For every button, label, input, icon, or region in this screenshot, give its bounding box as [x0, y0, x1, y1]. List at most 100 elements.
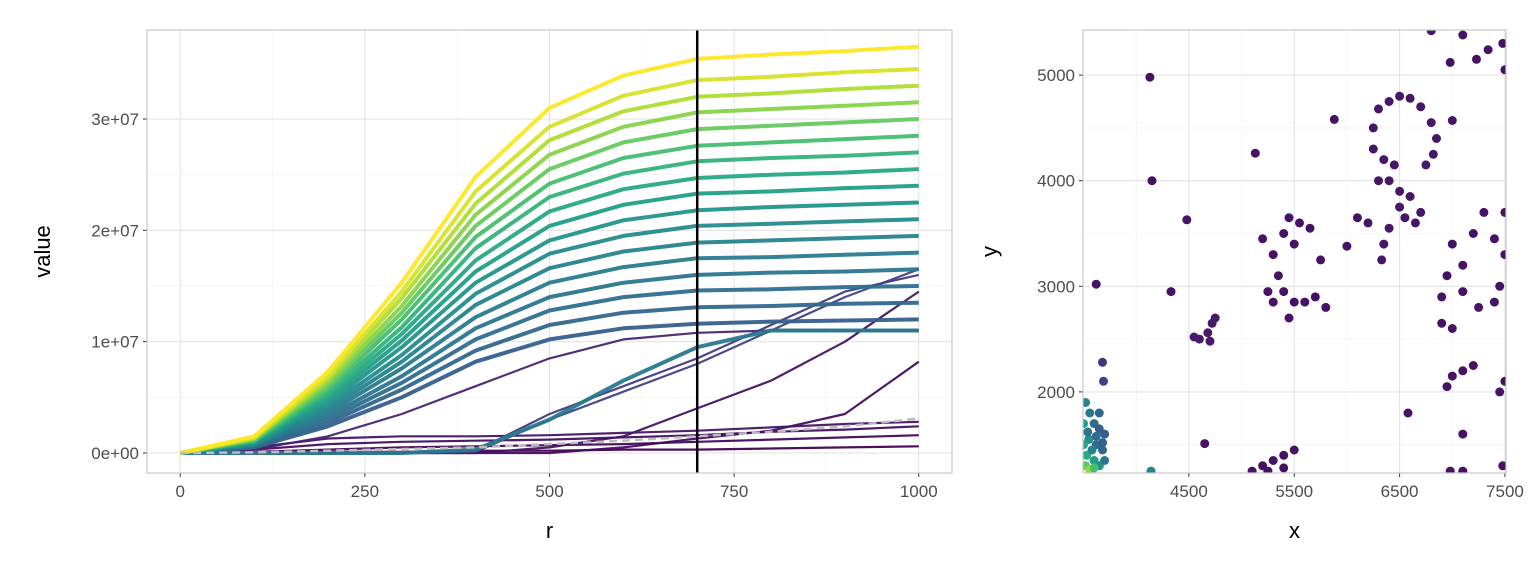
scatter-point-87: [1474, 302, 1484, 312]
scatter-point-59: [1284, 313, 1294, 323]
scatter-point-42: [1379, 239, 1389, 249]
scatter-point-36: [1395, 202, 1405, 212]
scatter-point-52: [1263, 287, 1273, 297]
scatter-point-0: [1145, 72, 1155, 82]
x-tick-label: 0: [175, 482, 184, 501]
scatter-point-15: [1458, 30, 1468, 40]
series-line-16: [179, 67, 919, 455]
y-tick-label: 3e+07: [91, 110, 139, 129]
scatter-point-11: [1342, 241, 1352, 251]
series-line-13: [179, 117, 919, 455]
scatter-point-103: [1085, 408, 1095, 418]
series-line-5: [179, 250, 919, 455]
scatter-point-56: [1300, 297, 1310, 307]
scatter-point-93: [1468, 361, 1478, 370]
reference-dashed-line: [180, 417, 919, 455]
scatter-point-79: [1437, 292, 1447, 302]
x-tick-label: 4500: [1170, 482, 1208, 501]
x-tick-label: 1000: [900, 482, 938, 501]
scatter-point-1: [1147, 176, 1157, 186]
scatter-point-26: [1432, 134, 1441, 143]
scatter-point-95: [1495, 387, 1505, 397]
scatter-point-100: [1458, 466, 1468, 473]
scatter-point-96: [1500, 376, 1506, 386]
scatter-point-13: [1483, 45, 1493, 55]
y-tick-label: 2000: [1037, 383, 1075, 402]
scatter-point-45: [1352, 213, 1362, 223]
panel-border: [146, 29, 953, 474]
series-line-3: [180, 284, 919, 455]
scatter-point-115: [1089, 463, 1099, 473]
scatter-point-33: [1384, 176, 1394, 186]
scatter-point-14: [1426, 30, 1436, 36]
scatter-point-69: [1247, 466, 1257, 473]
scatter-point-121: [1083, 427, 1093, 437]
scatter-point-2: [1091, 279, 1101, 289]
series-line-6: [179, 233, 919, 455]
panel-border: [1082, 29, 1507, 474]
scatter-point-30: [1368, 144, 1378, 154]
scatter-point-62: [1316, 255, 1326, 265]
x-tick-label: 5500: [1275, 482, 1313, 501]
scatter-point-101: [1498, 461, 1506, 471]
x-tick-label: 750: [720, 482, 748, 501]
scatter-point-32: [1374, 176, 1383, 186]
scatter-point-44: [1363, 218, 1373, 228]
scatter-point-92: [1458, 366, 1468, 376]
scatter-point-76: [1447, 239, 1457, 249]
series-line-7: [179, 217, 919, 455]
scatter-point-67: [1210, 313, 1220, 323]
scatter-point-102: [1083, 398, 1091, 407]
scatter-point-38: [1410, 218, 1420, 228]
scatter-point-40: [1405, 192, 1415, 201]
scatter-point-53: [1268, 297, 1278, 307]
scatter-point-41: [1384, 223, 1394, 233]
scatter-point-49: [1289, 239, 1299, 249]
scatter-point-5: [1250, 148, 1260, 158]
scatter-point-98: [1403, 408, 1413, 418]
scatter-point-60: [1258, 234, 1268, 244]
y-axis-title: y: [977, 246, 1002, 257]
series-line-4: [179, 267, 919, 455]
y-tick-label: 2e+07: [91, 221, 139, 240]
scatter-point-91: [1447, 371, 1457, 381]
y-tick-label: 1e+07: [91, 333, 139, 352]
scatter-point-84: [1495, 281, 1505, 291]
scatter-point-8: [1098, 357, 1107, 367]
scatter-point-97: [1458, 429, 1468, 439]
scatter-point-31: [1379, 155, 1389, 165]
series-line-1: [180, 317, 919, 455]
points-group: [1083, 30, 1506, 473]
scatter-point-54: [1279, 287, 1289, 297]
scatter-point-122: [1091, 431, 1101, 441]
scatter-point-90: [1479, 207, 1489, 217]
scatter-point-4: [1146, 466, 1156, 473]
scatter-point-106: [1100, 429, 1110, 439]
scatter-point-43: [1377, 255, 1387, 265]
series-line-10: [179, 167, 919, 455]
scatter-point-24: [1416, 102, 1426, 112]
scatter-point-27: [1428, 149, 1438, 159]
series-line-17: [179, 44, 919, 455]
y-tick-label: 4000: [1037, 172, 1075, 191]
scatter-point-19: [1445, 57, 1455, 67]
series-line-18: [180, 328, 919, 455]
scatter-point-68: [1205, 336, 1215, 346]
scatter-point-88: [1489, 297, 1499, 307]
x-axis-title: r: [546, 518, 553, 543]
scatter-point-75: [1279, 463, 1289, 473]
scatter-point-22: [1395, 91, 1405, 101]
x-tick-label: 500: [535, 482, 563, 501]
scatter-point-99: [1445, 466, 1455, 473]
scatter-point-46: [1279, 229, 1289, 238]
scatter-point-78: [1442, 271, 1452, 281]
scatter-point-18: [1500, 65, 1506, 75]
x-tick-label: 250: [351, 482, 379, 501]
scatter-point-61: [1305, 223, 1315, 233]
scatter-point-116: [1100, 456, 1110, 465]
scatter-point-65: [1203, 328, 1213, 338]
scatter-point-86: [1447, 324, 1457, 333]
scatter-point-64: [1194, 334, 1204, 344]
y-axis-title: value: [30, 225, 55, 278]
